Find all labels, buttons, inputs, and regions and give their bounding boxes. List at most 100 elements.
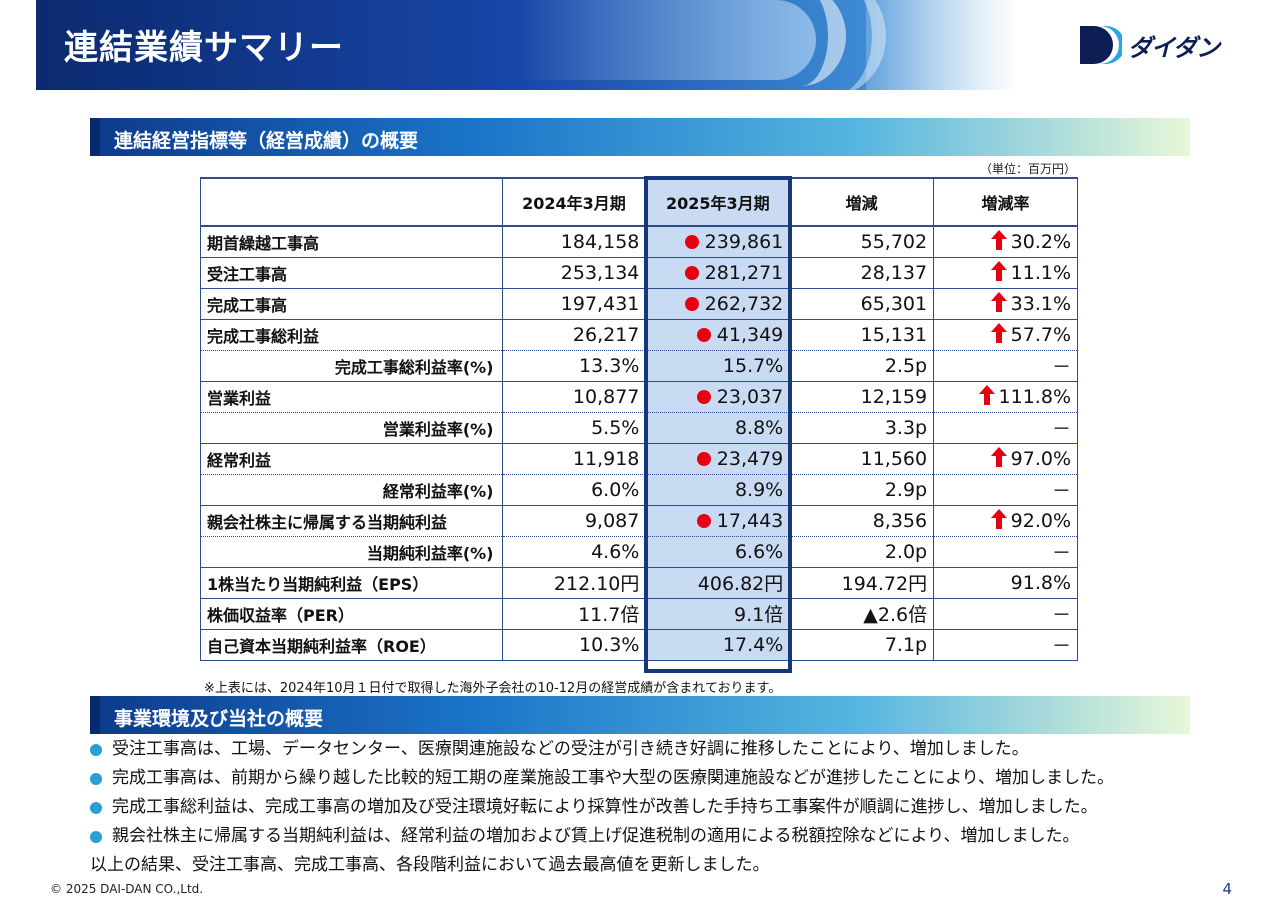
change-rate-cell: －: [933, 598, 1078, 630]
up-arrow-icon: [990, 261, 1007, 281]
bullet-dot-icon: [90, 831, 102, 843]
banner-fade: [866, 0, 1246, 90]
current-year-cell-value: 262,732: [704, 292, 784, 315]
change-rate-cell: 92.0%: [933, 505, 1078, 537]
change-rate-cell-value: －: [1051, 542, 1071, 564]
change-rate-cell-value: 11.1%: [1010, 262, 1071, 284]
change-rate-cell-value: －: [1051, 418, 1071, 440]
row-label-value: 1株当たり当期純利益（EPS）: [207, 574, 429, 594]
record-high-dot-icon: [684, 265, 699, 280]
logo-text: ダイダン: [1128, 33, 1220, 62]
bullet-dot-icon: [90, 773, 102, 785]
prev-year-cell-value: 11.7倍: [578, 604, 640, 626]
change-cell: 3.3p: [789, 412, 935, 444]
table-row: 親会社株主に帰属する当期純利益 9,087 17,443 8,356 92.0%: [200, 505, 1078, 537]
financial-summary-table: 2024年3月期 2025年3月期 増減 増減率 期首繰越工事高 184,158 2…: [200, 177, 1078, 661]
current-year-cell-value: 406.82円: [697, 573, 784, 595]
current-year-cell-value: 9.1倍: [734, 604, 784, 626]
prev-year-cell: 11,918: [501, 443, 647, 475]
prev-year-cell: 197,431: [501, 288, 647, 320]
up-arrow-icon: [990, 292, 1007, 312]
prev-year-cell: 5.5%: [501, 412, 647, 444]
change-cell-value: 2.9p: [884, 478, 928, 501]
prev-year-cell: 10,877: [501, 381, 647, 413]
table-row: 完成工事総利益率(%) 13.3% 15.7% 2.5p －: [200, 350, 1078, 382]
current-year-cell-value: 17.4%: [722, 633, 784, 656]
change-cell-value: 12,159: [860, 385, 928, 408]
current-year-cell-value: 23,479: [716, 447, 784, 470]
change-rate-cell-value: 92.0%: [1010, 510, 1071, 532]
record-high-dot-icon: [696, 327, 711, 342]
current-year-cell-value: 6.6%: [734, 540, 784, 563]
prev-year-cell: 184,158: [501, 226, 647, 258]
row-label-value: 経常利益率(%): [382, 481, 494, 501]
change-cell: 11,560: [789, 443, 935, 475]
bullet-text: 受注工事高は、工場、データセンター、医療関連施設などの受注が引き続き好調に推移し…: [112, 739, 1029, 759]
row-label: 完成工事総利益率(%): [200, 350, 503, 382]
change-rate-cell-value: 97.0%: [1010, 448, 1071, 470]
change-rate-cell-value: －: [1051, 356, 1071, 378]
row-label: 自己資本当期純利益率（ROE）: [200, 629, 503, 661]
prev-year-cell: 11.7倍: [501, 598, 647, 630]
current-year-cell: 23,037: [645, 381, 791, 413]
change-cell-value: 28,137: [860, 261, 928, 284]
change-cell-value: 11,560: [860, 447, 928, 470]
page-number: 4: [1222, 880, 1232, 898]
column-header: 増減: [789, 177, 935, 227]
section-title: 連結経営指標等（経営成績）の概要: [114, 130, 419, 152]
row-label-value: 期首繰越工事高: [207, 233, 320, 253]
change-rate-cell-value: 91.8%: [1010, 571, 1071, 594]
current-year-cell-value: 8.9%: [734, 478, 784, 501]
column-header: [200, 177, 503, 227]
prev-year-cell: 9,087: [501, 505, 647, 537]
row-label: 経常利益率(%): [200, 474, 503, 506]
section-title: 事業環境及び当社の概要: [114, 708, 324, 730]
current-year-cell: 6.6%: [645, 536, 791, 568]
table-row: 株価収益率（PER） 11.7倍 9.1倍 ▲2.6倍 －: [200, 598, 1078, 630]
table-row: 完成工事高 197,431 262,732 65,301 33.1%: [200, 288, 1078, 320]
up-arrow-icon: [990, 230, 1007, 251]
current-year-cell: 239,861: [645, 226, 791, 258]
record-high-dot-icon: [696, 389, 711, 404]
column-header: 2024年3月期: [501, 177, 647, 227]
table-row: 期首繰越工事高 184,158 239,861 55,702 30.2%: [200, 226, 1078, 258]
current-year-cell: 8.8%: [645, 412, 791, 444]
change-cell-value: ▲2.6倍: [863, 604, 928, 626]
change-cell: 194.72円: [789, 567, 935, 599]
change-cell: 2.0p: [789, 536, 935, 568]
prev-year-cell: 6.0%: [501, 474, 647, 506]
up-arrow-icon: [990, 447, 1007, 467]
prev-year-cell: 212.10円: [501, 567, 647, 599]
current-year-cell: 17,443: [645, 505, 791, 537]
row-label: 経常利益: [200, 443, 503, 475]
page-title: 連結業績サマリー: [64, 28, 344, 68]
prev-year-cell-value: 11,918: [572, 447, 640, 470]
change-cell: 12,159: [789, 381, 935, 413]
prev-year-cell: 10.3%: [501, 629, 647, 661]
row-label-value: 営業利益率(%): [382, 419, 494, 439]
prev-year-cell-value: 10,877: [572, 385, 640, 408]
change-cell: 2.5p: [789, 350, 935, 382]
change-cell-value: 15,131: [860, 323, 928, 346]
record-high-dot-icon: [684, 234, 699, 249]
current-year-cell-value: 239,861: [704, 230, 784, 253]
current-year-cell: 262,732: [645, 288, 791, 320]
current-year-cell: 41,349: [645, 319, 791, 351]
prev-year-cell-value: 10.3%: [579, 633, 640, 656]
change-rate-cell: －: [933, 536, 1078, 568]
bullet-dot-icon: [90, 802, 102, 814]
row-label: 営業利益: [200, 381, 503, 413]
row-label-value: 親会社株主に帰属する当期純利益: [207, 512, 448, 532]
change-cell-value: 65,301: [860, 292, 928, 315]
change-rate-cell: －: [933, 350, 1078, 382]
table-row: 当期純利益率(%) 4.6% 6.6% 2.0p －: [200, 536, 1078, 568]
section-header-performance: 連結経営指標等（経営成績）の概要: [90, 118, 1190, 156]
current-year-cell-value: 281,271: [704, 261, 784, 284]
record-high-dot-icon: [696, 451, 711, 466]
current-year-cell-value: 8.8%: [734, 416, 784, 439]
change-rate-cell: 111.8%: [933, 381, 1078, 413]
change-cell-value: 8,356: [872, 509, 928, 532]
up-arrow-icon: [990, 323, 1007, 343]
section-accent: [90, 696, 100, 734]
table-row: 1株当たり当期純利益（EPS） 212.10円 406.82円 194.72円 91.8…: [200, 567, 1078, 599]
